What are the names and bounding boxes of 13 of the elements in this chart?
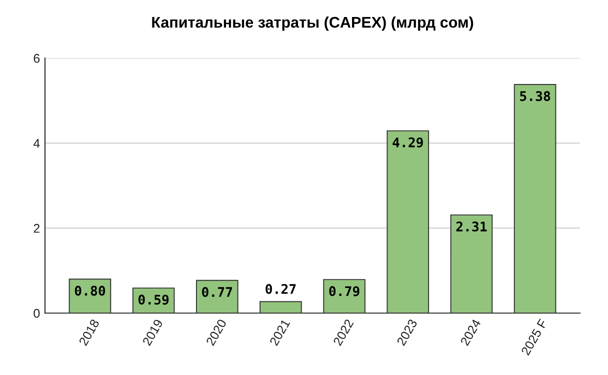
data-label: 0.79 [329,286,360,296]
data-label: 5.38 [520,91,550,102]
data-label: 0.59 [138,294,169,305]
y-tick-label: 6 [34,54,40,63]
data-label: 0.80 [74,286,106,296]
y-tick-label: 2 [34,224,40,233]
data-label: 0.77 [202,287,232,297]
chart-title: Капитальные затраты (CAPEX) (млрд сом) [152,16,474,31]
y-tick-label: 4 [33,139,40,148]
y-tick-label: 0 [34,308,40,318]
data-label: 0.27 [266,284,296,294]
data-label: 2.31 [456,222,487,232]
data-label: 4.29 [392,137,423,148]
